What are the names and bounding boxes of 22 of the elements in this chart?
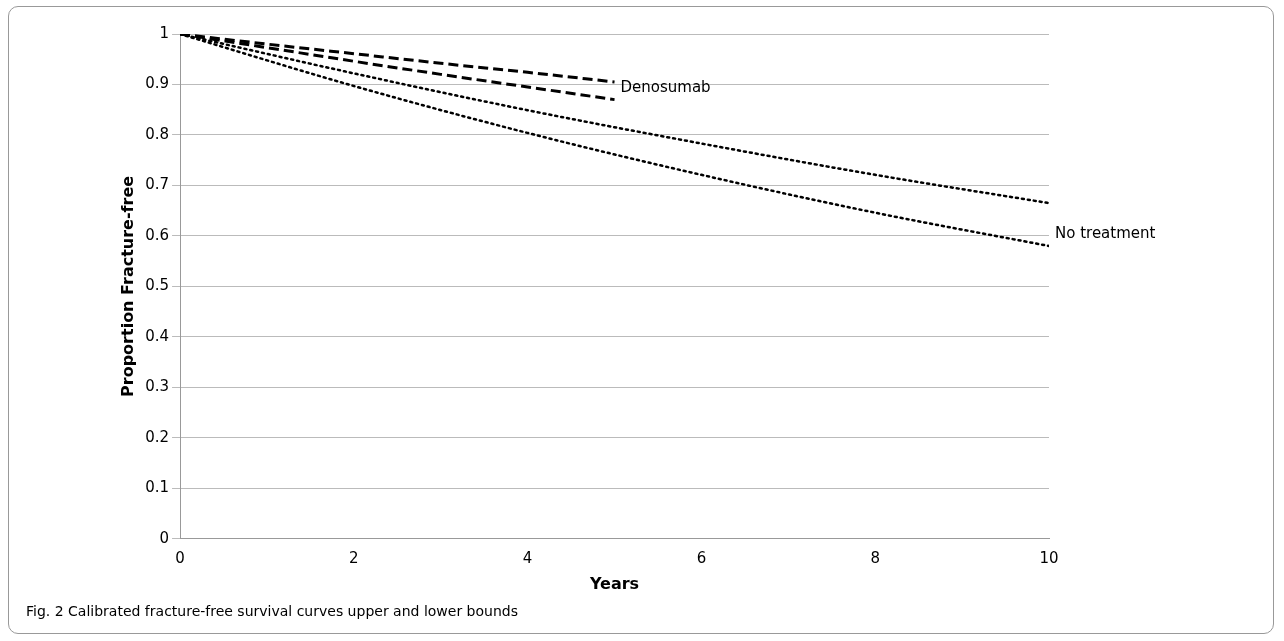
x-axis-title: Years [588,573,640,593]
y-tick-label: 0.7 [145,175,170,194]
y-tick-label: 0.4 [145,326,170,345]
y-tick-label: 0.8 [145,124,170,143]
y-tick-label: 0.1 [145,478,170,497]
y-tick-label: 0.6 [145,225,170,244]
x-tick-label: 10 [1039,548,1059,567]
x-tick-label: 8 [870,548,880,567]
y-tick-label: 0.5 [145,276,170,295]
x-tick-label: 6 [696,548,707,567]
series-label: No treatment [1055,223,1156,242]
x-tick-label: 0 [175,548,185,567]
y-tick-label: 0 [159,528,170,547]
x-tick-label: 4 [522,548,533,567]
series-label: Denosumab [620,77,711,96]
caption: Fig. 2 Calibrated fracture-free survival curves upper and lower bounds [26,603,518,619]
x-tick-label: 2 [349,548,359,567]
y-tick-label: 1 [159,23,170,42]
y-tick-label: 0.2 [145,427,170,446]
y-tick-label: 0.3 [145,377,170,396]
y-axis-title: Proportion Fracture-free [117,175,137,397]
y-tick-label: 0.9 [145,74,170,93]
